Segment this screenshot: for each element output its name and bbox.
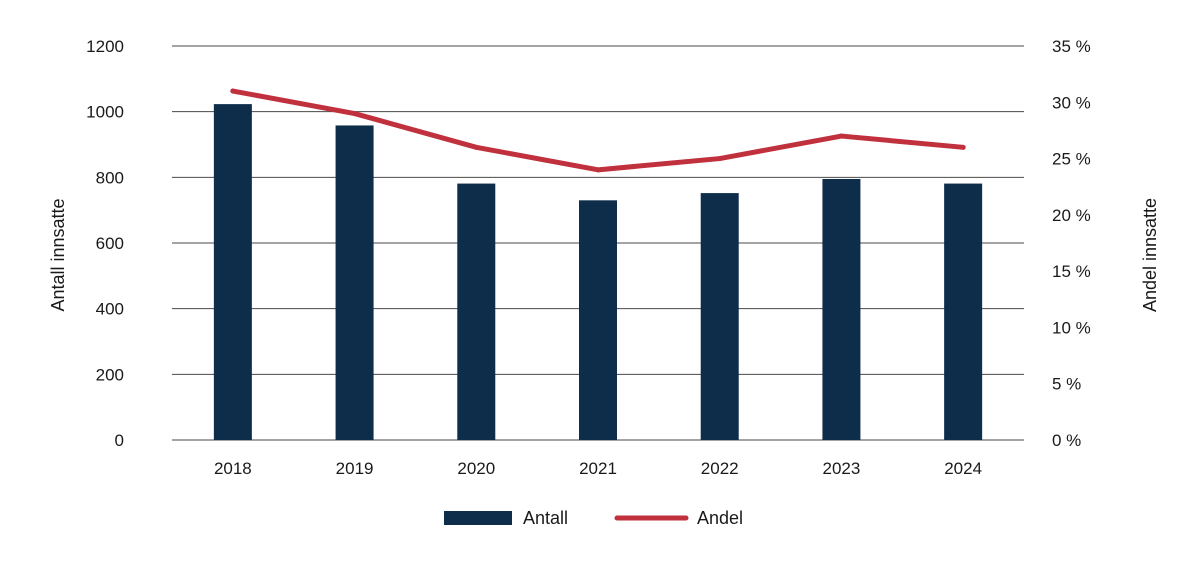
x-tick-label: 2020: [457, 459, 495, 478]
right-tick-label: 30 %: [1052, 93, 1091, 112]
bar-2019: [335, 125, 374, 440]
bar-2022: [700, 193, 739, 440]
left-tick-label: 1000: [86, 103, 124, 122]
right-tick-label: 35 %: [1052, 37, 1091, 56]
andel-point-2021: [595, 167, 601, 173]
legend-label-antall: Antall: [523, 508, 568, 528]
left-tick-label: 0: [115, 431, 124, 450]
andel-point-2018: [230, 88, 236, 94]
bar-2021: [579, 200, 617, 440]
bar-2018: [213, 104, 252, 441]
right-tick-label: 15 %: [1052, 262, 1091, 281]
right-tick-label: 0 %: [1052, 431, 1081, 450]
right-tick-label: 25 %: [1052, 150, 1091, 169]
bar-2024: [944, 183, 983, 441]
x-tick-label: 2019: [336, 459, 374, 478]
andel-point-2019: [352, 111, 358, 117]
left-axis-title: Antall innsatte: [48, 198, 68, 311]
x-tick-label: 2018: [214, 459, 252, 478]
right-tick-label: 10 %: [1052, 318, 1091, 337]
bar-2020: [457, 183, 496, 441]
right-tick-label: 20 %: [1052, 206, 1091, 225]
left-axis-ticks: 0 200 400 600 800 1000 1200: [86, 37, 124, 450]
legend-swatch-antall: [444, 511, 512, 525]
x-tick-label: 2022: [701, 459, 739, 478]
line-series-andel: [230, 88, 966, 173]
left-tick-label: 200: [96, 365, 124, 384]
legend: Antall Andel: [444, 508, 743, 528]
left-tick-label: 400: [96, 300, 124, 319]
andel-point-2023: [838, 133, 844, 139]
x-tick-label: 2021: [579, 459, 617, 478]
left-tick-label: 800: [96, 168, 124, 187]
right-tick-label: 5 %: [1052, 375, 1081, 394]
andel-point-2024: [960, 144, 966, 150]
bar-2023: [822, 178, 861, 440]
right-axis-title: Andel innsatte: [1140, 198, 1160, 312]
left-tick-label: 600: [96, 234, 124, 253]
x-tick-label: 2023: [823, 459, 861, 478]
andel-point-2022: [717, 156, 723, 162]
legend-label-andel: Andel: [697, 508, 743, 528]
x-tick-label: 2024: [944, 459, 982, 478]
andel-point-2020: [473, 144, 479, 150]
bar-series-antall: [213, 104, 983, 441]
x-axis-ticks: 2018 2019 2020 2021 2022 2023 2024: [214, 459, 982, 478]
left-tick-label: 1200: [86, 37, 124, 56]
right-axis-ticks: 0 % 5 % 10 % 15 % 20 % 25 % 30 % 35 %: [1052, 37, 1091, 450]
